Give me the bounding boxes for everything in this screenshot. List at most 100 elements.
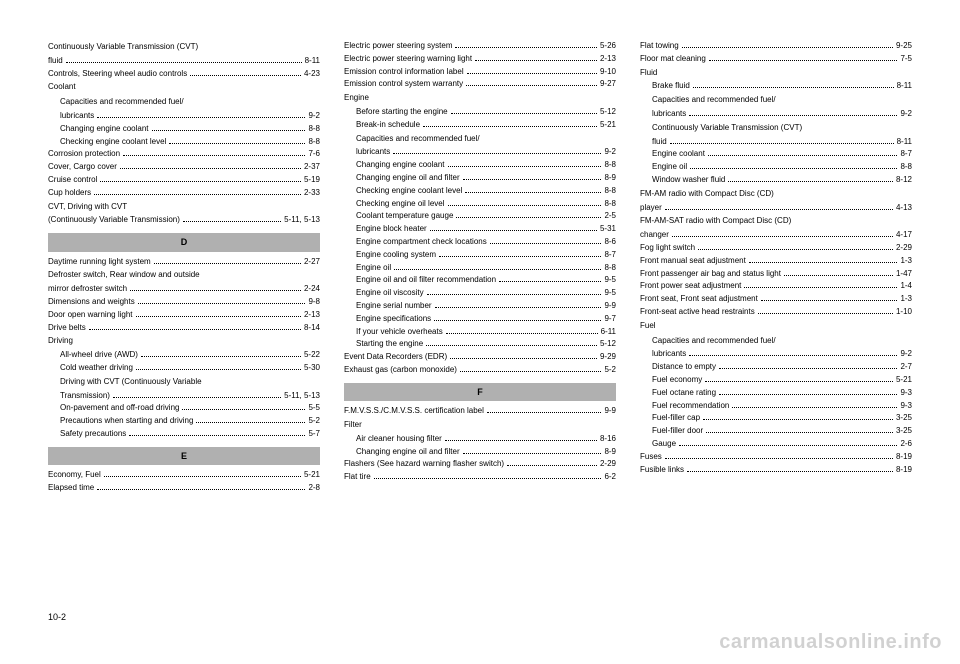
leader-dots: [490, 243, 602, 244]
index-entry-label: changer: [640, 229, 669, 242]
index-entry-label: Distance to empty: [652, 361, 716, 374]
index-entry-label: Engine oil: [356, 262, 391, 275]
index-entry-page: 5-21: [600, 119, 616, 132]
index-entry-label: Floor mat cleaning: [640, 53, 706, 66]
index-entry: Engine oil and oil filter recommendation…: [344, 274, 616, 287]
index-entry-label: Electric power steering warning light: [344, 53, 472, 66]
index-entry-label: Break-in schedule: [356, 119, 420, 132]
index-entry-label: Front seat, Front seat adjustment: [640, 293, 758, 306]
index-entry-label: Changing engine coolant: [60, 123, 149, 136]
index-entry-page: 5-2: [604, 364, 616, 377]
section-header: F: [344, 383, 616, 401]
index-entry: Drive belts8-14: [48, 322, 320, 335]
index-entry-label: Fuel-filler cap: [652, 412, 700, 425]
index-entry: Dimensions and weights9-8: [48, 296, 320, 309]
index-entry-page: 9-29: [600, 351, 616, 364]
index-entry: Elapsed time2-8: [48, 482, 320, 495]
leader-dots: [89, 329, 301, 330]
index-entry-label: Engine oil: [652, 161, 687, 174]
index-entry: fluid8-11: [640, 136, 912, 149]
leader-dots: [129, 435, 305, 436]
index-entry: Cover, Cargo cover2-37: [48, 161, 320, 174]
index-entry-page: 9-9: [604, 405, 616, 418]
index-entry-page: 2-6: [900, 438, 912, 451]
index-entry: Before starting the engine5-12: [344, 106, 616, 119]
index-entry-label: Daytime running light system: [48, 256, 151, 269]
index-entry-label: Emission control system warranty: [344, 78, 463, 91]
index-entry-label: lubricants: [60, 110, 94, 123]
index-entry-page: 5-11, 5-13: [284, 214, 320, 227]
index-entry-page: 8-19: [896, 464, 912, 477]
leader-dots: [665, 458, 893, 459]
index-entry: Fog light switch2-29: [640, 242, 912, 255]
index-group-label: Capacities and recommended fuel/: [48, 95, 320, 110]
index-group-label: Capacities and recommended fuel/: [344, 132, 616, 147]
index-entry-page: 9-27: [600, 78, 616, 91]
index-entry-label: F.M.V.S.S./C.M.V.S.S. certification labe…: [344, 405, 484, 418]
index-entry-label: Brake fluid: [652, 80, 690, 93]
index-entry: Corrosion protection7-6: [48, 148, 320, 161]
index-entry-page: 5-30: [304, 362, 320, 375]
index-entry: Cold weather driving5-30: [48, 362, 320, 375]
leader-dots: [463, 179, 602, 180]
index-entry-label: Cover, Cargo cover: [48, 161, 117, 174]
index-entry-page: 5-2: [308, 415, 320, 428]
leader-dots: [689, 355, 897, 356]
leader-dots: [451, 113, 597, 114]
index-entry: Checking engine coolant level8-8: [344, 185, 616, 198]
leader-dots: [448, 166, 602, 167]
index-group-label: FM-AM radio with Compact Disc (CD): [640, 187, 912, 202]
index-entry-label: Flashers (See hazard warning flasher swi…: [344, 458, 504, 471]
leader-dots: [708, 155, 898, 156]
leader-dots: [152, 130, 306, 131]
leader-dots: [393, 153, 601, 154]
index-entry: Front power seat adjustment1-4: [640, 280, 912, 293]
leader-dots: [758, 313, 893, 314]
index-entry-label: Cup holders: [48, 187, 91, 200]
leader-dots: [465, 192, 601, 193]
index-entry: fluid8-11: [48, 55, 320, 68]
index-entry-page: 5-21: [304, 469, 320, 482]
leader-dots: [719, 394, 897, 395]
index-entry: Fusible links 8-19: [640, 464, 912, 477]
leader-dots: [693, 87, 894, 88]
index-entry: Front manual seat adjustment1-3: [640, 255, 912, 268]
index-entry-label: Engine specifications: [356, 313, 431, 326]
index-entry-page: 9-2: [900, 108, 912, 121]
leader-dots: [689, 115, 897, 116]
leader-dots: [749, 262, 898, 263]
leader-dots: [120, 168, 301, 169]
section-header: D: [48, 233, 320, 251]
leader-dots: [679, 445, 897, 446]
index-entry-label: Drive belts: [48, 322, 86, 335]
index-group-label: Capacities and recommended fuel/: [640, 334, 912, 349]
index-entry-page: 9-3: [900, 400, 912, 413]
index-entry-label: Fuel economy: [652, 374, 702, 387]
index-entry-page: 8-8: [308, 123, 320, 136]
index-entry-label: Changing engine oil and filter: [356, 172, 460, 185]
index-entry-label: (Continuously Variable Transmission): [48, 214, 180, 227]
index-entry: Flashers (See hazard warning flasher swi…: [344, 458, 616, 471]
index-entry: Precautions when starting and driving5-2: [48, 415, 320, 428]
index-entry-page: 6-2: [604, 471, 616, 484]
index-entry-label: Fog light switch: [640, 242, 695, 255]
leader-dots: [698, 249, 893, 250]
index-entry: Front passenger air bag and status light…: [640, 268, 912, 281]
index-entry-page: 9-3: [900, 387, 912, 400]
leader-dots: [374, 478, 602, 479]
leader-dots: [467, 73, 597, 74]
index-entry-label: Controls, Steering wheel audio controls: [48, 68, 187, 81]
index-entry-label: Front power seat adjustment: [640, 280, 741, 293]
index-entry-label: Fusible links: [640, 464, 684, 477]
index-entry: Air cleaner housing filter8-16: [344, 433, 616, 446]
index-entry-label: Emission control information label: [344, 66, 464, 79]
index-entry: Engine cooling system8-7: [344, 249, 616, 262]
leader-dots: [455, 47, 597, 48]
index-entry: Fuel recommendation 9-3: [640, 400, 912, 413]
index-entry: Front-seat active head restraints1-10: [640, 306, 912, 319]
leader-dots: [703, 419, 893, 420]
leader-dots: [113, 397, 281, 398]
index-entry-label: Fuel recommendation: [652, 400, 729, 413]
index-entry-page: 2-27: [304, 256, 320, 269]
index-entry: Coolant temperature gauge2-5: [344, 210, 616, 223]
